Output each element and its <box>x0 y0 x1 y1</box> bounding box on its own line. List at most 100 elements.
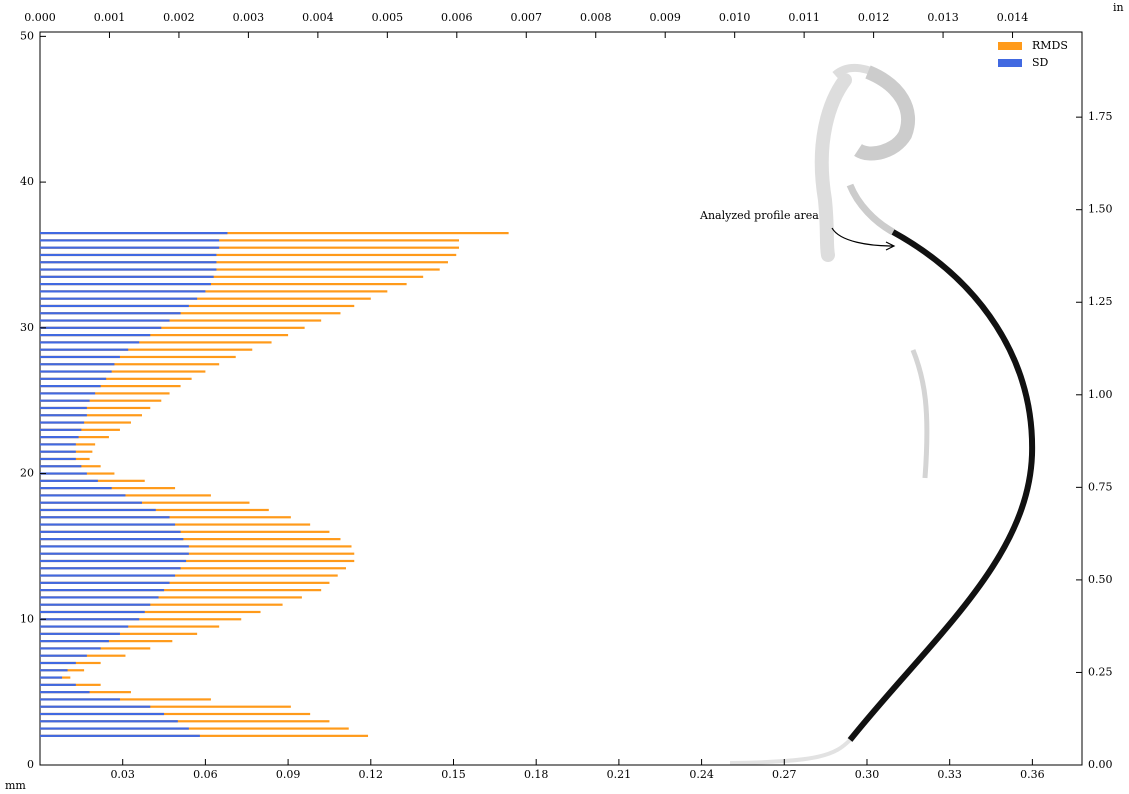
bar <box>40 275 424 278</box>
legend-label: SD <box>1032 56 1049 69</box>
bar <box>40 246 460 249</box>
annotation-arrowhead <box>885 241 896 251</box>
x-tick-label: 0.27 <box>772 768 797 781</box>
bar <box>40 530 181 533</box>
bar <box>40 654 87 657</box>
y-tick-label: 10 <box>20 612 34 625</box>
bar <box>40 239 220 242</box>
bar <box>40 370 206 373</box>
bar <box>40 581 330 584</box>
bar <box>40 625 129 628</box>
bar <box>40 436 79 439</box>
bar <box>40 698 211 701</box>
bar <box>40 341 140 344</box>
bar <box>40 705 151 708</box>
bar <box>40 720 178 723</box>
bar <box>40 538 341 541</box>
bar <box>40 355 236 359</box>
bar <box>40 712 311 716</box>
bar <box>40 261 448 264</box>
x-tick-label: 0.33 <box>937 768 962 781</box>
bar <box>40 640 109 643</box>
bar <box>40 421 131 424</box>
bar <box>40 355 120 359</box>
bar <box>40 734 369 737</box>
bar <box>40 312 341 315</box>
x2-tick-label: 0.001 <box>94 11 126 24</box>
bar <box>40 683 76 686</box>
x2-tick-label: 0.008 <box>580 11 612 24</box>
x2-tick-label: 0.004 <box>302 11 334 24</box>
x-tick-label: 0.21 <box>607 768 632 781</box>
x2-tick-label: 0.003 <box>233 11 265 24</box>
bar <box>40 297 371 300</box>
x2-tick-label: 0.006 <box>441 11 473 24</box>
x2-tick-label: 0.000 <box>24 11 56 24</box>
legend-label: RMDS <box>1032 39 1068 52</box>
bar <box>40 253 457 257</box>
bar <box>40 676 63 679</box>
bar <box>40 385 101 388</box>
bar <box>40 261 217 264</box>
bar <box>40 443 76 446</box>
x2-tick-label: 0.002 <box>163 11 195 24</box>
annotation: Analyzed profile area <box>699 209 819 222</box>
bar <box>40 290 206 293</box>
x2-tick-label: 0.012 <box>858 11 890 24</box>
bar <box>40 545 189 548</box>
bar <box>40 239 460 242</box>
bar <box>40 589 322 592</box>
bar <box>40 610 261 614</box>
bar <box>40 567 346 570</box>
bar <box>40 712 165 716</box>
bar <box>40 603 151 606</box>
bar <box>40 319 322 322</box>
bar <box>40 559 187 563</box>
x-tick-label: 0.09 <box>276 768 301 781</box>
legend-swatch <box>998 59 1022 67</box>
bar <box>40 618 140 621</box>
bar <box>40 392 96 395</box>
bar <box>40 552 189 555</box>
bar <box>40 552 355 555</box>
x-tick-label: 0.12 <box>359 768 384 781</box>
bar <box>40 589 165 592</box>
x2-tick-label: 0.005 <box>372 11 404 24</box>
bar <box>40 232 509 235</box>
y2-tick-label: 1.00 <box>1088 388 1113 401</box>
bar <box>40 348 129 351</box>
bar <box>40 414 142 417</box>
bar <box>40 283 211 286</box>
profile-image <box>729 63 1036 765</box>
x-tick-label: 0.06 <box>193 768 218 781</box>
x2-tick-label: 0.013 <box>927 11 959 24</box>
x2-tick-label: 0.010 <box>719 11 751 24</box>
bar <box>40 326 162 329</box>
bar <box>40 472 87 475</box>
bar <box>40 414 87 417</box>
x-tick-label: 0.36 <box>1020 768 1045 781</box>
y-tick-label: 20 <box>20 467 34 480</box>
x2-tick-label: 0.014 <box>997 11 1029 24</box>
x-axis-label: mm <box>5 779 26 792</box>
x2-axis-label: in <box>1113 1 1124 14</box>
bar <box>40 545 352 548</box>
x2-tick-label: 0.011 <box>788 11 820 24</box>
x2-tick-label: 0.009 <box>649 11 681 24</box>
x-tick-label: 0.24 <box>689 768 714 781</box>
y2-tick-label: 0.50 <box>1088 573 1113 586</box>
bar <box>40 632 120 635</box>
y-tick-label: 40 <box>20 175 34 188</box>
bar <box>40 341 272 344</box>
y2-tick-label: 1.75 <box>1088 110 1113 123</box>
bar <box>40 406 87 410</box>
y-tick-label: 0 <box>27 758 34 771</box>
bar <box>40 487 112 490</box>
bar <box>40 501 250 504</box>
bar <box>40 334 151 337</box>
bar <box>40 290 388 293</box>
bar <box>40 669 68 672</box>
bar <box>40 494 126 497</box>
bar <box>40 297 198 300</box>
